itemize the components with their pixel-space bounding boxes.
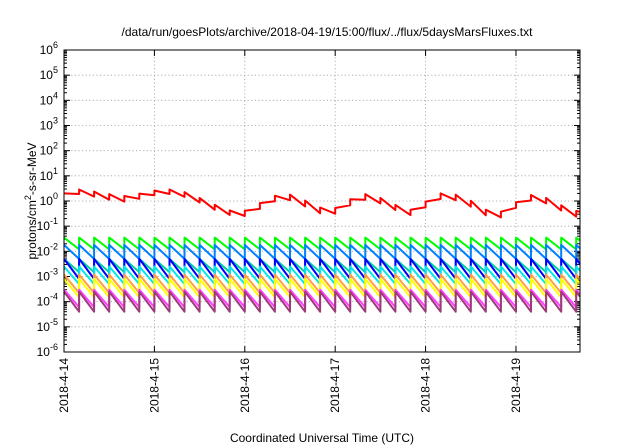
data-series [63, 188, 581, 313]
y-tick-label: 103 [40, 116, 58, 133]
y-tick-base: 10 [37, 270, 51, 284]
y-tick-exponent: -4 [50, 292, 58, 302]
y-tick-label: 10-5 [37, 317, 58, 334]
plot-frame [63, 49, 581, 353]
x-tick-label: 2018-4-15 [147, 358, 161, 413]
x-tick-label: 2018-4-17 [328, 358, 342, 413]
x-tick-label: 2018-4-14 [57, 358, 71, 413]
y-tick-label: 100 [40, 191, 58, 208]
y-tick-label: 105 [40, 65, 58, 82]
y-tick-base: 10 [40, 68, 54, 82]
series-line-2 [63, 236, 581, 251]
series-line-8 [63, 277, 581, 299]
y-axis-label-main: protons/cm [25, 200, 39, 259]
series-line-3 [63, 243, 581, 260]
x-axis-label: Coordinated Universal Time (UTC) [230, 431, 414, 445]
y-tick-exponent: 0 [53, 191, 58, 201]
y-tick-exponent: 2 [53, 141, 58, 151]
y-tick-exponent: -2 [50, 241, 58, 251]
y-tick-base: 10 [37, 219, 51, 233]
series-line-1 [63, 188, 581, 219]
y-tick-base: 10 [40, 93, 54, 107]
y-tick-base: 10 [40, 194, 54, 208]
y-tick-base: 10 [37, 320, 51, 334]
y-tick-base: 10 [37, 244, 51, 258]
y-tick-base: 10 [40, 43, 54, 57]
y-tick-label: 101 [40, 166, 58, 183]
y-tick-base: 10 [40, 144, 54, 158]
y-axis-label: protons/cm2-s-sr-MeV [23, 142, 39, 259]
y-tick-base: 10 [37, 345, 51, 359]
y-tick-label: 104 [40, 90, 58, 107]
y-tick-exponent: 1 [53, 166, 58, 176]
y-tick-label: 10-1 [37, 216, 58, 233]
y-tick-base: 10 [40, 169, 54, 183]
y-tick-exponent: 4 [53, 90, 58, 100]
y-axis-label-rest: -s-sr-MeV [25, 142, 39, 195]
x-tick-label: 2018-4-16 [238, 358, 252, 413]
y-tick-label: 10-3 [37, 267, 58, 284]
y-tick-label: 10-4 [37, 292, 58, 309]
y-tick-labels: 10-610-510-410-310-210-11001011021031041… [37, 40, 58, 359]
grid-lines [64, 50, 580, 352]
y-tick-label: 102 [40, 141, 58, 158]
y-tick-exponent: 5 [53, 65, 58, 75]
x-tick-label: 2018-4-19 [509, 358, 523, 413]
y-tick-exponent: -5 [50, 317, 58, 327]
y-tick-label: 106 [40, 40, 58, 57]
tick-marks [63, 49, 580, 353]
y-tick-base: 10 [40, 119, 54, 133]
y-tick-exponent: -6 [50, 342, 58, 352]
y-tick-base: 10 [37, 295, 51, 309]
chart-title: /data/run/goesPlots/archive/2018-04-19/1… [122, 25, 534, 39]
y-tick-exponent: -1 [50, 216, 58, 226]
y-tick-exponent: 3 [53, 116, 58, 126]
y-axis-label-exponent: 2 [23, 195, 33, 200]
y-tick-exponent: -3 [50, 267, 58, 277]
x-tick-labels: 2018-4-14 2018-4-15 2018-4-16 2018-4-17 2018… [57, 358, 523, 413]
series-line-10 [63, 290, 581, 313]
y-tick-label: 10-6 [37, 342, 58, 359]
x-tick-label: 2018-4-18 [419, 358, 433, 413]
y-tick-label: 10-2 [37, 241, 58, 258]
y-tick-exponent: 6 [53, 40, 58, 50]
